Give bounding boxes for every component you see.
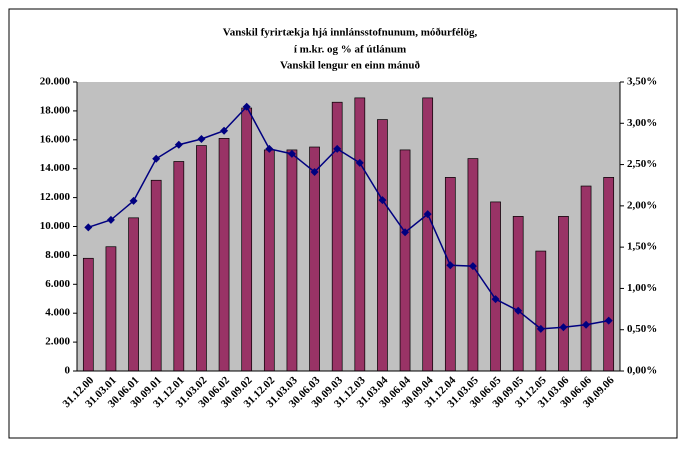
- bar: [354, 97, 366, 372]
- marker: [514, 306, 523, 315]
- bar: [241, 107, 253, 372]
- y2-tick-label: 1,50%: [627, 241, 657, 253]
- marker: [174, 140, 183, 149]
- bar: [173, 161, 185, 372]
- y-tick-label: 0: [65, 365, 71, 377]
- bar: [263, 149, 275, 372]
- bar: [444, 177, 456, 372]
- marker: [378, 196, 387, 205]
- bar: [331, 101, 343, 372]
- y2-tick-label: 3,00%: [627, 117, 657, 129]
- marker: [287, 149, 296, 158]
- bar: [512, 216, 524, 372]
- marker: [265, 144, 274, 153]
- y2-tick-label: 1,00%: [627, 282, 657, 294]
- bar: [490, 201, 501, 372]
- bar: [377, 119, 388, 372]
- line: [88, 105, 609, 330]
- y-tick-label: 6.000: [45, 278, 70, 290]
- marker: [491, 295, 500, 304]
- marker: [84, 223, 93, 232]
- y-tick-label: 18.000: [40, 104, 71, 116]
- y-tick-label: 8.000: [45, 249, 70, 261]
- bar: [603, 177, 615, 372]
- marker: [559, 323, 568, 332]
- marker: [536, 324, 545, 333]
- y-tick-label: 4.000: [45, 307, 70, 319]
- marker: [582, 320, 591, 329]
- plot-area: [77, 82, 620, 371]
- marker: [355, 158, 364, 167]
- chart-title: Vanskil lengur en einn mánuð: [280, 60, 420, 72]
- bar: [399, 149, 411, 372]
- bar: [218, 138, 230, 372]
- y2-tick-label: 2,50%: [627, 158, 657, 170]
- bar: [580, 185, 592, 372]
- chart-title: í m.kr. og % af útlánum: [294, 44, 406, 56]
- y-tick-label: 12.000: [40, 191, 71, 203]
- y2-tick-label: 0,50%: [627, 323, 657, 335]
- y-tick-label: 14.000: [40, 162, 71, 174]
- bar: [286, 149, 298, 372]
- marker: [242, 102, 251, 111]
- bar: [422, 97, 434, 372]
- bar: [128, 217, 139, 372]
- marker: [604, 316, 613, 325]
- chart-title: Vanskil fyrirtækja hjá innlánsstofnunum,…: [223, 27, 478, 39]
- marker: [446, 261, 455, 270]
- marker: [423, 210, 432, 219]
- marker: [401, 228, 410, 237]
- marker: [152, 154, 161, 163]
- y2-tick-label: 2,00%: [627, 199, 657, 211]
- marker: [129, 196, 138, 205]
- marker: [197, 134, 206, 143]
- bar: [82, 257, 94, 372]
- marker: [106, 215, 115, 224]
- y-tick-label: 20.000: [40, 76, 71, 88]
- bar: [150, 179, 162, 372]
- bar: [196, 145, 207, 372]
- y-tick-label: 2.000: [45, 336, 70, 348]
- bar: [105, 246, 117, 372]
- marker: [468, 262, 477, 271]
- bar: [558, 216, 569, 372]
- y2-tick-label: 3,50%: [627, 76, 657, 88]
- y2-tick-label: 0,00%: [627, 365, 657, 377]
- bar: [535, 250, 547, 372]
- marker: [220, 126, 229, 135]
- marker: [333, 144, 342, 153]
- marker: [310, 168, 319, 177]
- y-tick-label: 10.000: [40, 220, 71, 232]
- bar: [309, 146, 320, 372]
- y-tick-label: 16.000: [40, 133, 71, 145]
